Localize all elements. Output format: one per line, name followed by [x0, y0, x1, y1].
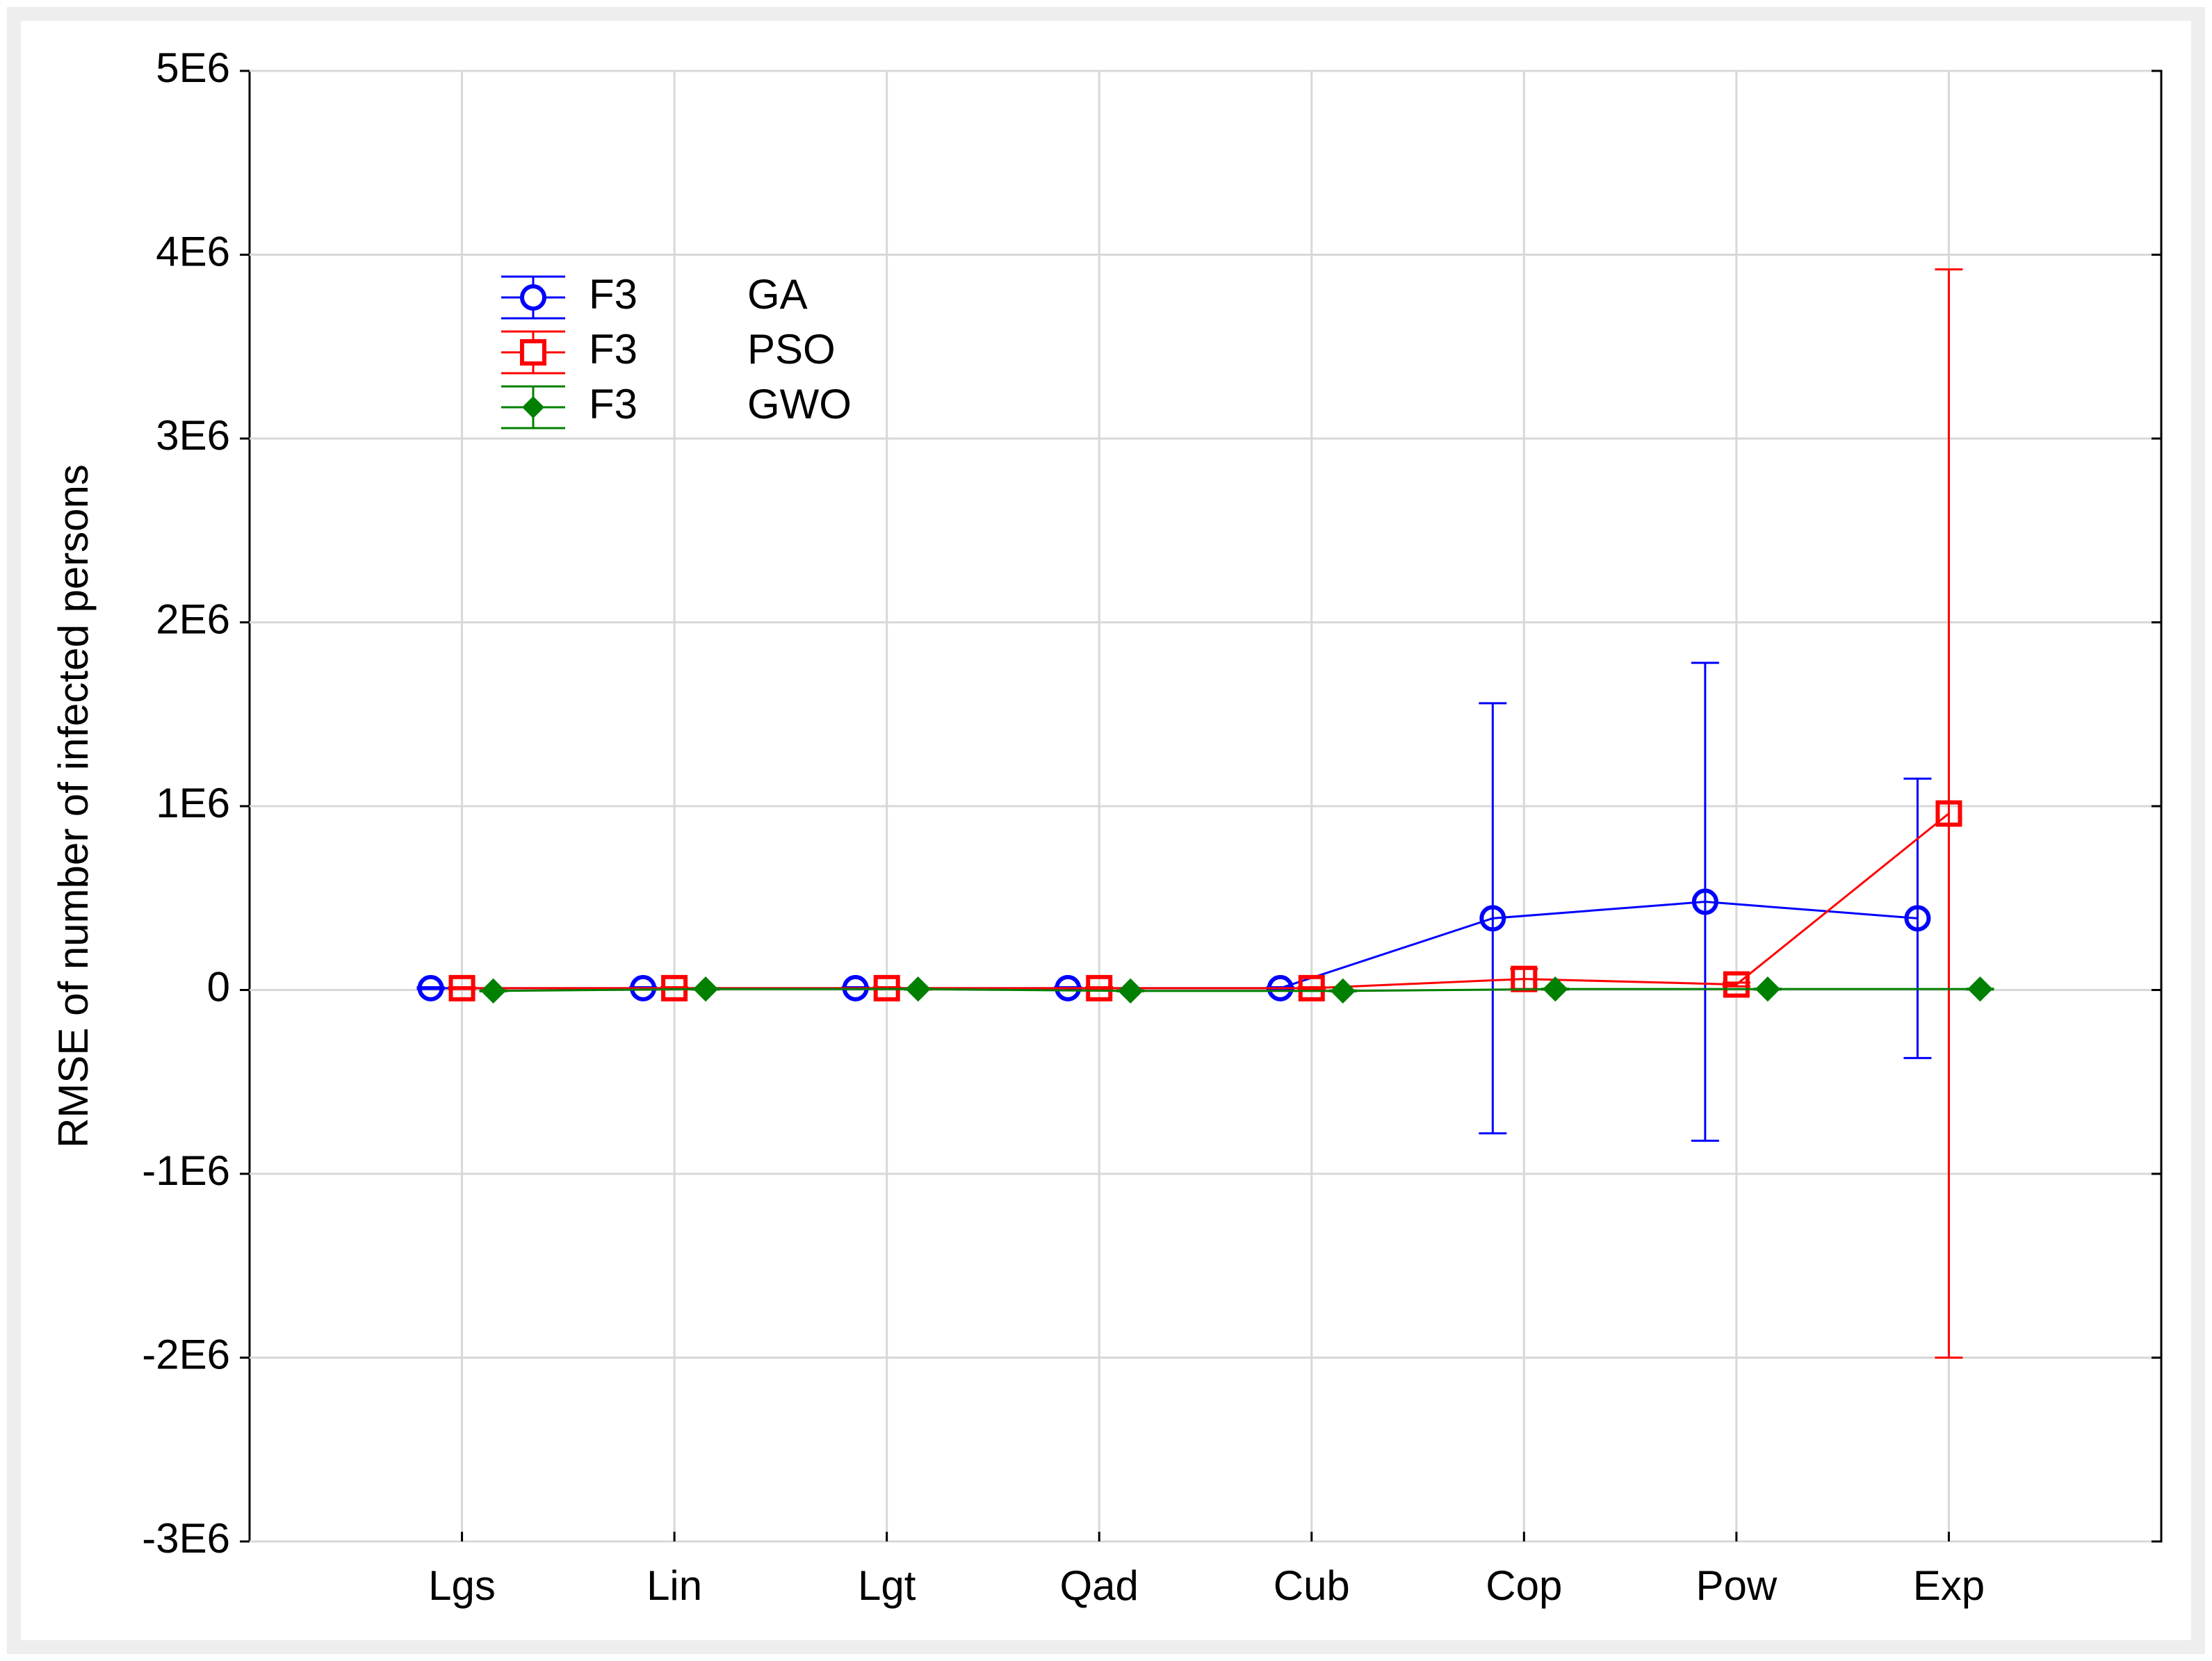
- marker: [1086, 974, 1113, 1001]
- marker: [661, 974, 688, 1001]
- x-tick-label: Lgs: [428, 1562, 496, 1609]
- marker: [480, 978, 506, 1004]
- marker: [1118, 978, 1144, 1004]
- legend-marker: [520, 339, 546, 366]
- error-bar: [1935, 268, 1963, 1359]
- y-tick-label: 3E6: [156, 412, 230, 459]
- legend-label: GWO: [747, 381, 852, 427]
- marker: [1298, 974, 1325, 1001]
- marker: [1935, 800, 1962, 827]
- marker: [448, 974, 475, 1001]
- legend-label: PSO: [747, 326, 836, 373]
- marker: [1967, 976, 1993, 1002]
- error-bar: [1903, 777, 1932, 1059]
- error-bar: [1479, 702, 1507, 1135]
- y-tick-label: 5E6: [156, 44, 230, 91]
- marker: [1755, 976, 1781, 1002]
- error-bar: [1691, 662, 1719, 1142]
- marker: [1330, 978, 1356, 1004]
- x-tick-label: Qad: [1060, 1562, 1139, 1609]
- marker: [1543, 976, 1568, 1002]
- x-tick-label: Exp: [1913, 1562, 1985, 1609]
- y-tick-label: -2E6: [142, 1331, 230, 1377]
- y-tick-label: 1E6: [156, 780, 230, 826]
- marker: [1723, 971, 1750, 998]
- x-tick-label: Pow: [1696, 1562, 1778, 1609]
- y-tick-label: 4E6: [156, 228, 230, 275]
- series-line: [493, 988, 1981, 992]
- legend-group: F3: [589, 381, 637, 427]
- legend-marker: [522, 396, 544, 418]
- y-tick-label: 2E6: [156, 596, 230, 642]
- marker: [905, 976, 931, 1002]
- x-tick-label: Lin: [646, 1562, 702, 1609]
- x-tick-label: Cop: [1486, 1562, 1562, 1609]
- x-tick-label: Lgt: [858, 1562, 916, 1609]
- legend-label: GA: [747, 271, 808, 318]
- marker: [1904, 905, 1931, 932]
- legend-marker: [520, 284, 546, 311]
- y-tick-label: -1E6: [142, 1147, 230, 1194]
- marker: [1479, 905, 1506, 932]
- y-tick-label: -3E6: [142, 1515, 230, 1562]
- marker: [1691, 888, 1718, 915]
- marker: [417, 974, 444, 1001]
- legend-group: F3: [589, 326, 637, 373]
- marker: [692, 976, 719, 1002]
- y-axis-label: RMSE of number of infected persons: [50, 464, 97, 1148]
- legend-group: F3: [589, 271, 637, 318]
- y-tick-label: 0: [207, 963, 230, 1010]
- x-tick-label: Cub: [1274, 1562, 1350, 1609]
